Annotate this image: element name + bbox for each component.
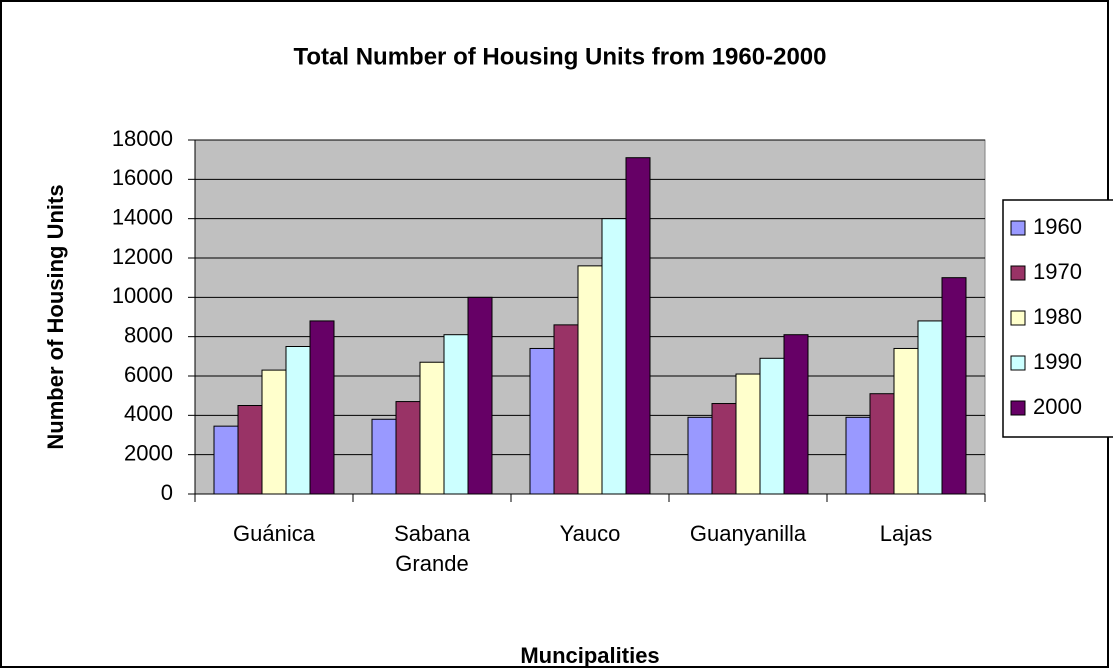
bar: [917, 320, 943, 495]
bar: [687, 416, 713, 495]
x-axis-label: Muncipalities: [520, 643, 659, 668]
y-tick-label: 10000: [112, 283, 173, 308]
x-tick-label: Yauco: [559, 521, 621, 546]
x-tick-label: Guanyanilla: [689, 521, 807, 546]
bar: [261, 369, 287, 495]
bar: [601, 218, 627, 495]
bar: [237, 405, 263, 495]
x-tick-label: Guánica: [233, 521, 315, 546]
legend-label: 1990: [1033, 349, 1082, 374]
bar: [529, 347, 555, 495]
x-tick-label: Sabana Grande: [394, 521, 470, 576]
bar: [759, 357, 785, 495]
y-axis-label: Number of Housing Units: [43, 184, 68, 449]
y-tick-label: 2000: [124, 440, 173, 465]
legend-swatch: [1010, 400, 1026, 416]
bar: [893, 347, 919, 495]
legend-swatch: [1010, 310, 1026, 326]
y-tick-label: 8000: [124, 322, 173, 347]
x-tick-label-box: Yauco: [559, 521, 621, 546]
bar: [783, 334, 809, 495]
bar: [371, 418, 397, 495]
bar: [625, 157, 651, 495]
x-tick-label-box: Guánica: [233, 521, 315, 546]
y-tick-label: 16000: [112, 165, 173, 190]
y-tick-label: 14000: [112, 204, 173, 229]
bar: [711, 403, 737, 495]
bar: [213, 425, 239, 495]
y-tick-label: 12000: [112, 244, 173, 269]
bar: [419, 361, 445, 495]
bar: [395, 401, 421, 495]
legend-label: 1960: [1033, 214, 1082, 239]
x-tick-label-box: Lajas: [879, 521, 933, 546]
bar: [553, 324, 579, 495]
x-tick-label: Lajas: [879, 521, 933, 546]
bar: [467, 296, 493, 495]
bar: [869, 393, 895, 495]
legend-swatch: [1010, 220, 1026, 236]
chart-title: Total Number of Housing Units from 1960-…: [294, 43, 827, 70]
x-tick-label-box: Sabana Grande: [394, 521, 470, 576]
x-tick-label-box: Guanyanilla: [689, 521, 807, 546]
bar: [845, 416, 871, 495]
legend-label: 1970: [1033, 259, 1082, 284]
legend-swatch: [1010, 355, 1026, 371]
bar: [443, 334, 469, 495]
bar: [285, 346, 311, 495]
legend-label: 2000: [1033, 394, 1082, 419]
y-tick-label: 0: [161, 480, 173, 505]
bar: [309, 320, 335, 495]
bar: [577, 265, 603, 495]
legend-label: 1980: [1033, 304, 1082, 329]
bar: [735, 373, 761, 495]
legend-swatch: [1010, 265, 1026, 281]
y-tick-label: 4000: [124, 401, 173, 426]
y-tick-label: 18000: [112, 126, 173, 151]
bar: [941, 277, 967, 495]
y-tick-label: 6000: [124, 362, 173, 387]
